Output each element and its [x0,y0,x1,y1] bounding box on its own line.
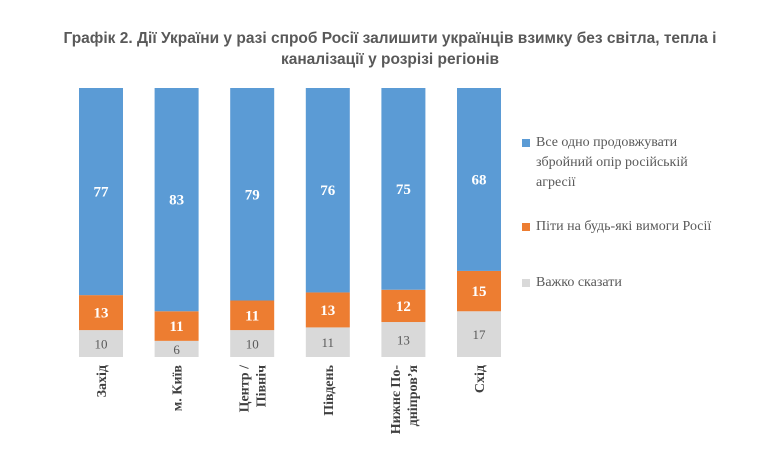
bar-segment-surrender [305,292,350,328]
category-label-line: Південь [322,364,337,415]
data-label-fight: 79 [245,187,260,203]
category-label-line: Нижнє По- [389,365,404,435]
category-label: м. Київ [171,365,186,412]
data-label-fight: 77 [94,185,110,201]
data-label-hard: 17 [473,327,487,342]
data-label-hard: 13 [397,333,410,348]
data-label-surrender: 12 [396,299,411,315]
legend-swatch [522,223,530,231]
data-label-surrender: 11 [170,319,184,335]
bar-segment-surrender [154,311,199,341]
legend-item-surrender: Піти на будь-які вимоги Росії [522,217,772,237]
data-label-fight: 83 [169,193,184,209]
bar-segment-surrender [457,270,501,312]
bar-segment-hard [79,330,123,357]
chart-legend: Все одно продовжувати збройний опір росій… [522,133,772,293]
bar-segment-surrender [79,295,123,331]
category-label-line: м. Київ [171,365,186,412]
legend-text: Важко сказати [536,275,622,290]
category-label: Південь [322,364,337,415]
legend-text: Піти на будь-які вимоги Росії [536,219,712,234]
bar-segment-fight [305,88,350,293]
category-label: Захід [95,365,110,397]
bar-segment-fight [79,88,123,296]
data-label-surrender: 11 [245,308,259,324]
legend-swatch [522,139,530,147]
bar-segment-hard [230,330,275,357]
data-label-hard: 11 [322,335,335,350]
data-label-hard: 6 [173,342,180,357]
legend-text: збройний опір російській [536,155,688,170]
bar-segment-surrender [230,300,275,331]
bar-segment-hard [154,340,199,357]
bar-segment-fight [154,88,199,312]
category-label-line: дніпров’я [406,365,421,427]
category-label-line: Центр / [238,364,253,413]
data-label-fight: 75 [396,182,411,198]
data-label-fight: 68 [472,172,487,188]
bar-segment-hard [381,322,426,357]
legend-text: агресії [536,175,576,190]
category-label: Нижнє По-дніпров’я [389,365,421,435]
chart-title-line-1: Графік 2. Дії України у разі спроб Росії… [63,30,717,47]
legend-text: Все одно продовжувати [536,135,678,150]
data-label-surrender: 15 [472,284,487,300]
bar-segment-fight [230,88,275,301]
data-label-hard: 10 [95,337,108,352]
bar-segment-fight [457,88,501,271]
legend-swatch [522,279,530,287]
chart-title: Графік 2. Дії України у разі спроб Росії… [0,28,780,70]
chart-title-line-2: каналізації у розрізі регіонів [280,51,500,68]
category-label: Центр / Північ [238,364,270,413]
bar-segment-hard [457,311,501,357]
data-label-hard: 10 [246,337,259,352]
bar-segment-hard [305,327,350,357]
legend-item-fight: Все одно продовжувати збройний опір росій… [522,133,772,193]
category-label: Схід [473,365,488,393]
data-label-fight: 76 [320,183,336,199]
category-label-line: Захід [95,365,110,397]
data-label-surrender: 13 [94,306,109,322]
category-label-line: Схід [473,365,488,393]
category-label-line: Північ [255,365,270,407]
bar-segment-fight [381,88,426,290]
legend-item-hard: Важко сказати [522,273,772,293]
bar-segment-surrender [381,289,426,323]
data-label-surrender: 13 [320,303,335,319]
